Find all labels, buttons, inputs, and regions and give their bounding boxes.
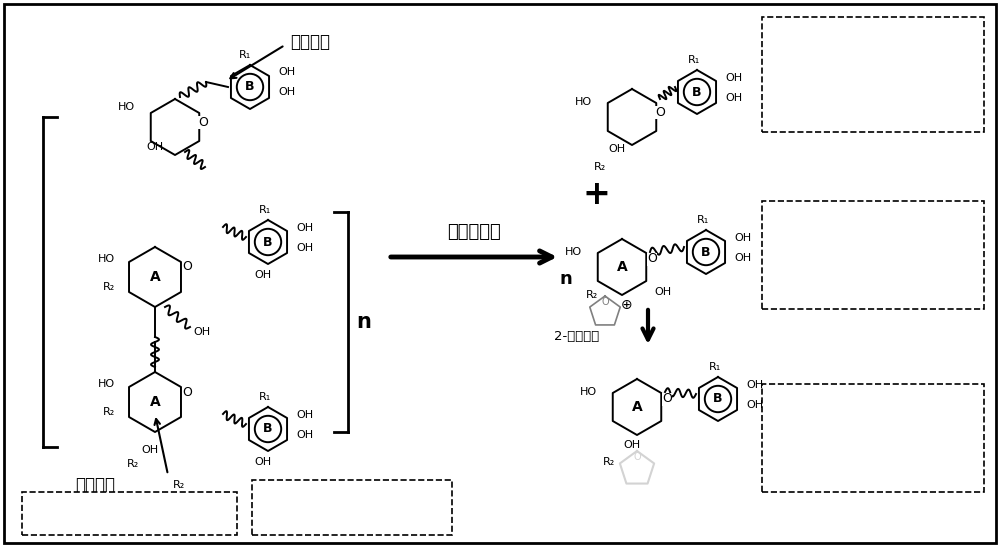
Text: O: O xyxy=(647,253,657,265)
Text: R₂:  -H or -OH: R₂: -H or -OH xyxy=(265,516,355,529)
Text: B: B xyxy=(692,85,702,98)
Text: OH: OH xyxy=(254,270,272,280)
Bar xyxy=(762,384,984,492)
Text: R₂: R₂ xyxy=(173,480,185,490)
Text: OH: OH xyxy=(254,457,272,467)
Text: R₂: R₂ xyxy=(594,162,606,172)
Text: OH: OH xyxy=(654,287,671,297)
Text: OH: OH xyxy=(193,327,210,337)
Text: n: n xyxy=(356,312,371,332)
Bar xyxy=(252,480,452,535)
Text: 终端类黄
酮重复单元: 终端类黄 酮重复单元 xyxy=(848,47,898,91)
Text: A: A xyxy=(150,395,160,409)
Text: R₂: R₂ xyxy=(103,282,115,292)
Text: A: A xyxy=(632,400,642,414)
Text: OH: OH xyxy=(746,400,763,410)
Text: 碳正离
子中间体: 碳正离 子中间体 xyxy=(853,230,893,274)
Text: HO: HO xyxy=(98,379,115,389)
Text: OH: OH xyxy=(146,142,164,152)
Text: O: O xyxy=(182,386,192,399)
Text: OH: OH xyxy=(296,243,313,253)
Text: OH: OH xyxy=(278,67,295,77)
Text: O: O xyxy=(182,260,192,274)
Text: O: O xyxy=(662,393,672,405)
Text: HO: HO xyxy=(565,247,582,257)
Text: A: A xyxy=(617,260,627,274)
Text: OH: OH xyxy=(746,380,763,390)
Text: R₁: R₁ xyxy=(709,362,721,372)
Text: OH: OH xyxy=(608,144,626,154)
Text: HO: HO xyxy=(118,102,135,112)
Text: OH: OH xyxy=(141,445,159,455)
Text: R₂: R₂ xyxy=(603,457,615,467)
Text: B: B xyxy=(263,422,273,435)
Text: OH: OH xyxy=(296,410,313,420)
Text: n: n xyxy=(559,270,572,288)
Bar xyxy=(762,17,984,132)
Text: OH: OH xyxy=(734,233,751,243)
Bar xyxy=(22,492,237,535)
Text: O: O xyxy=(601,297,609,307)
Text: 2-甲基呋喃: 2-甲基呋喃 xyxy=(554,330,600,344)
Text: 终端单元: 终端单元 xyxy=(75,476,115,494)
Text: HO: HO xyxy=(98,254,115,264)
Text: O: O xyxy=(655,106,665,119)
Text: B: B xyxy=(245,80,255,94)
Text: R₂: R₂ xyxy=(586,290,598,300)
Text: O: O xyxy=(198,115,208,129)
Text: 拓展单元: 拓展单元 xyxy=(290,33,330,51)
Text: HO: HO xyxy=(575,97,592,107)
Text: 酸辅助降解: 酸辅助降解 xyxy=(447,223,501,241)
Text: A: A xyxy=(150,270,160,284)
Text: 类黄酮
衍生物: 类黄酮 衍生物 xyxy=(858,413,888,457)
Text: HO: HO xyxy=(580,387,597,397)
Text: +: + xyxy=(582,178,610,212)
Text: B: B xyxy=(263,236,273,248)
Text: OH: OH xyxy=(296,223,313,233)
Bar xyxy=(762,201,984,309)
Text: OH: OH xyxy=(623,440,641,450)
Text: R₁:  -H or -OH: R₁: -H or -OH xyxy=(265,491,354,503)
Text: B: B xyxy=(713,393,723,405)
Text: OH: OH xyxy=(734,253,751,263)
Text: R₂: R₂ xyxy=(103,407,115,417)
Text: OH: OH xyxy=(725,73,742,83)
Text: R₁: R₁ xyxy=(688,55,700,65)
Text: OH: OH xyxy=(278,87,295,97)
Text: R₂: R₂ xyxy=(127,459,139,469)
Text: R₁: R₁ xyxy=(259,392,271,402)
Text: OH: OH xyxy=(725,93,742,103)
Text: B: B xyxy=(701,246,711,259)
Text: ⊕: ⊕ xyxy=(621,298,633,312)
Text: 缩合单宁: 缩合单宁 xyxy=(105,503,155,523)
Text: OH: OH xyxy=(296,430,313,440)
Text: R₁: R₁ xyxy=(697,215,709,225)
Text: R₁: R₁ xyxy=(239,50,251,60)
Text: O: O xyxy=(633,452,641,462)
Text: R₁: R₁ xyxy=(259,205,271,215)
